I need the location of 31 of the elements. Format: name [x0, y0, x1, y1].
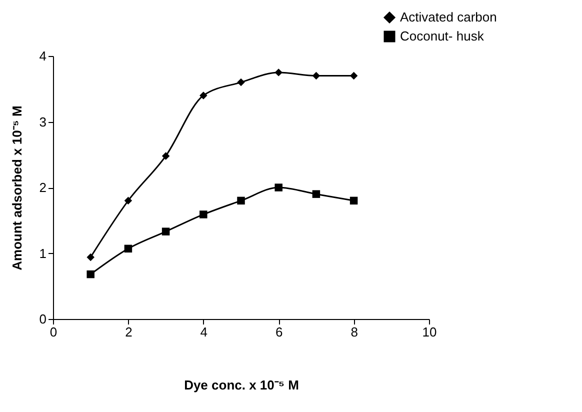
y-tick-label: 3 [39, 114, 46, 130]
x-tick-label: 4 [200, 324, 208, 340]
point [124, 196, 132, 205]
point [312, 72, 320, 80]
point [124, 244, 132, 253]
point [350, 72, 358, 80]
point [86, 270, 94, 278]
point [237, 196, 245, 205]
x-tick-label: 10 [422, 324, 437, 340]
point [312, 190, 320, 198]
y-tick-label: 4 [39, 48, 46, 64]
point [86, 253, 94, 262]
y-tick-label: 2 [39, 180, 46, 195]
legend-label: Coconut- husk [400, 28, 484, 44]
x-tick-label: 2 [125, 324, 132, 340]
x-axis-title: Dye conc. x 10⁻⁵ M [184, 378, 299, 392]
point [274, 68, 282, 76]
x-tick-label: 8 [350, 324, 358, 340]
legend-label: Activated carbon [400, 10, 497, 24]
x-tick-label: 6 [275, 324, 283, 340]
point [274, 184, 282, 192]
x-tick-label: 0 [50, 324, 58, 340]
point [237, 78, 245, 86]
point [200, 92, 208, 100]
point [162, 228, 170, 236]
y-axis-title: Amount adsorbed x 10⁻⁵ M [9, 106, 24, 270]
y-tick-label: 0 [39, 312, 46, 326]
point [162, 152, 170, 160]
point [200, 210, 208, 218]
y-tick-label: 1 [39, 246, 46, 261]
point [350, 196, 358, 205]
